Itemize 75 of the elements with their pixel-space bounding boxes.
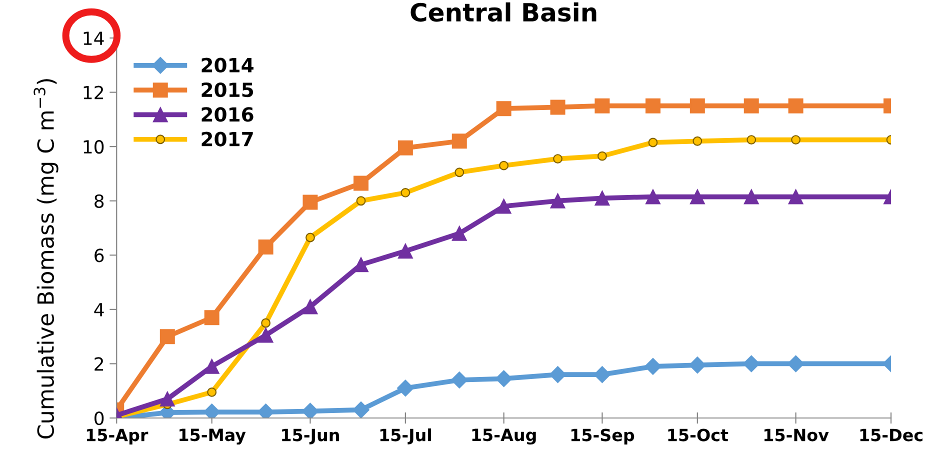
point [788,189,804,204]
chart-title: Central Basin [410,2,596,22]
x-tick-label: 15-Jun [282,428,339,444]
point [744,98,759,114]
point [452,134,467,149]
point [306,232,315,242]
point [354,176,368,191]
point [689,356,706,374]
point [744,189,759,204]
y-tick-label: 12 [84,86,104,100]
x-tick-label: 15-Sep [571,428,634,445]
y-tick-label: 0 [94,411,104,426]
point [356,196,366,206]
x-tick-label: 15-May [180,428,246,445]
point [257,404,274,418]
y-axis-title: Cumulative Biomass (mg C m$^{−3}$) [34,79,58,438]
point [645,189,660,204]
point [397,380,414,397]
point [454,168,464,178]
x-tick-label: 15-Apr [86,428,148,445]
point [550,100,566,115]
point [302,402,319,418]
point [690,189,705,204]
point [645,98,660,114]
point [302,194,318,210]
point [594,98,610,114]
x-tick-label: 15-Dec [860,428,922,442]
point [644,358,662,375]
point [597,151,607,161]
point [207,387,217,397]
point [648,138,658,148]
point [204,358,220,374]
legend-label: 2017 [202,132,253,146]
y-tick-label: 8 [94,194,104,208]
point [499,160,509,170]
y-tick-label: 4 [94,303,104,316]
legend-label: 2015 [202,82,253,98]
point [160,329,175,344]
point [746,135,756,145]
point [496,198,512,214]
point [594,190,610,206]
x-tick-label: 15-Jul [380,428,431,444]
y-tick-label: 14 [84,32,104,45]
point [788,98,804,114]
y-tick-label: 10 [84,140,104,154]
point [398,140,413,156]
point [496,101,512,116]
point [258,240,274,254]
point [550,193,566,208]
point [258,328,274,343]
point [549,366,566,383]
point [204,310,220,326]
point [352,401,370,418]
point [553,154,562,164]
point [261,318,271,328]
point [594,366,611,383]
point [160,392,175,406]
x-tick-label: 15-Aug [472,428,536,445]
point [400,188,410,198]
x-tick-label: 15-Nov [764,428,829,442]
point [354,257,368,272]
point [452,226,467,241]
point [791,135,801,145]
y-tick-label: 2 [94,357,104,371]
point [450,372,468,388]
point [302,299,318,314]
point [203,404,220,418]
y-tick-label: 6 [94,248,104,262]
point [398,244,413,259]
x-tick-label: 15-Oct [668,428,728,442]
legend-label: 2014 [202,58,254,72]
point [690,98,705,114]
legend-label: 2016 [202,107,254,122]
point [495,370,512,388]
point [692,136,702,146]
